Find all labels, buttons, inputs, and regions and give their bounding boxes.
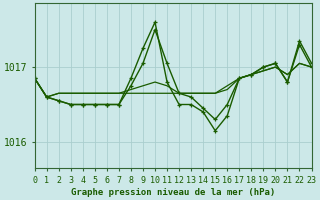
X-axis label: Graphe pression niveau de la mer (hPa): Graphe pression niveau de la mer (hPa) bbox=[71, 188, 275, 197]
